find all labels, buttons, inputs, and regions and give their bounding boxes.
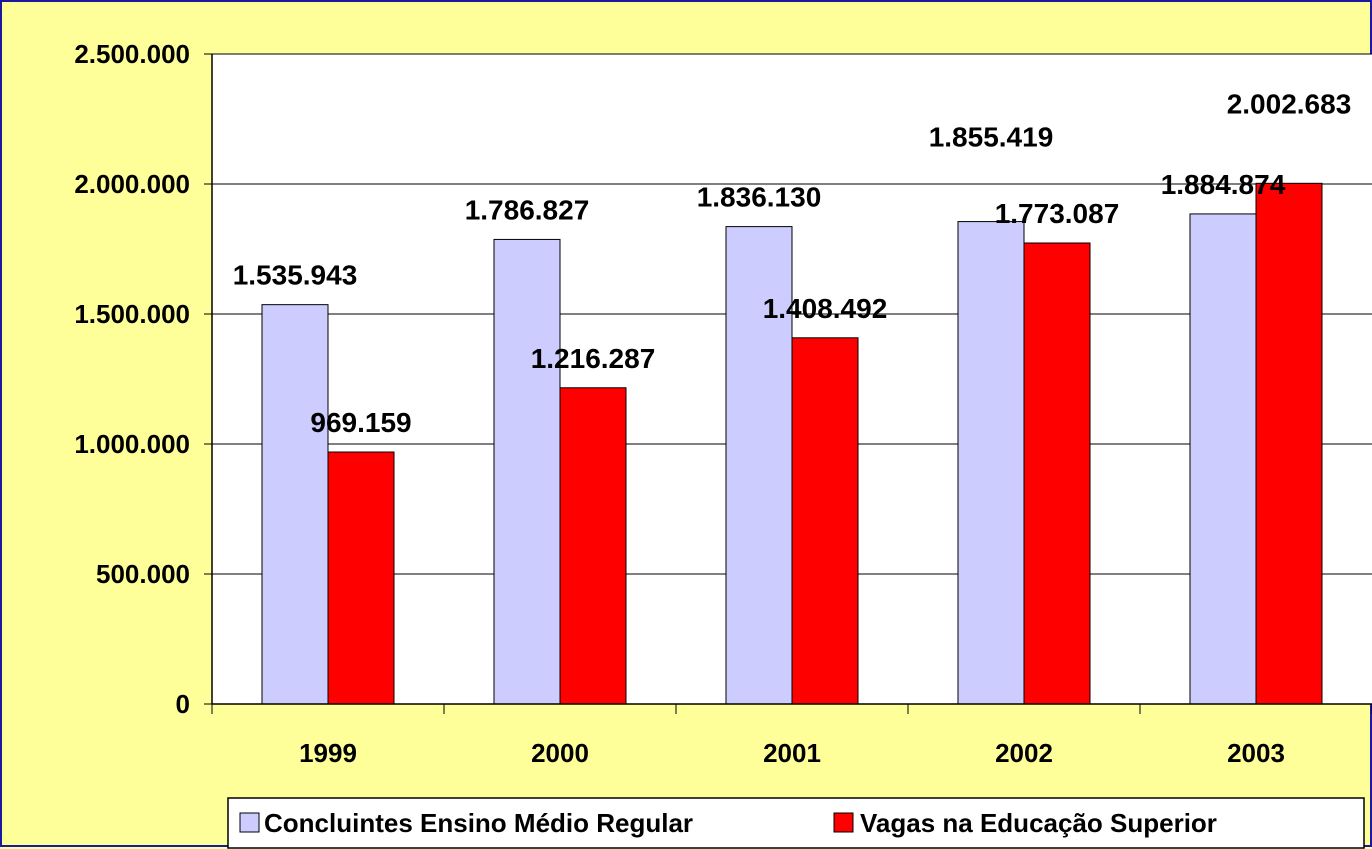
legend-label: Concluintes Ensino Médio Regular (264, 808, 693, 838)
bar-vagas (791, 337, 859, 705)
bar-concluintes (261, 304, 329, 705)
x-tick-label: 2002 (995, 738, 1053, 768)
y-tick-label: 500.000 (96, 559, 190, 589)
x-tick-label: 1999 (299, 738, 357, 768)
x-tick-label: 2001 (763, 738, 821, 768)
x-tick-label: 2000 (531, 738, 589, 768)
bar-vagas (1023, 242, 1091, 705)
data-label: 1.216.287 (531, 343, 656, 374)
data-label: 1.786.827 (465, 194, 590, 225)
y-tick-labels: 0 500.000 1.000.000 1.500.000 2.000.000 2.500… (74, 39, 190, 719)
legend: Concluintes Ensino Médio Regular Vagas na… (227, 797, 1365, 849)
data-label: 1.855.419 (929, 122, 1054, 153)
bar-concluintes (493, 238, 561, 705)
data-label: 969.159 (310, 407, 411, 438)
bar-vagas (1255, 182, 1323, 705)
legend-swatch (239, 812, 260, 833)
legend-swatch (833, 812, 854, 833)
legend-label: Vagas na Educação Superior (860, 808, 1217, 838)
bar-concluintes (1189, 213, 1257, 705)
data-labels: 1.535.943 969.159 1.786.827 1.216.287 1.836.… (233, 88, 1352, 438)
data-label: 1.535.943 (233, 260, 358, 291)
y-tick-label: 0 (176, 689, 190, 719)
y-tick-label: 2.000.000 (74, 169, 190, 199)
data-label: 1.408.492 (763, 293, 888, 324)
bar-vagas (327, 451, 395, 705)
axes (204, 53, 1372, 714)
legend-box (227, 797, 1365, 849)
bar-concluintes (957, 221, 1025, 705)
y-tick-label: 2.500.000 (74, 39, 190, 69)
data-label: 1.773.087 (995, 198, 1120, 229)
y-tick-label: 1.500.000 (74, 299, 190, 329)
x-tick-label: 2003 (1227, 738, 1285, 768)
data-label: 1.836.130 (697, 182, 822, 213)
bar-vagas (559, 387, 627, 705)
x-tick-labels: 1999 2000 2001 2002 2003 (299, 738, 1285, 768)
data-label: 2.002.683 (1227, 88, 1352, 119)
bars (261, 182, 1323, 705)
data-label: 1.884.874 (1161, 169, 1286, 200)
y-tick-label: 1.000.000 (74, 429, 190, 459)
